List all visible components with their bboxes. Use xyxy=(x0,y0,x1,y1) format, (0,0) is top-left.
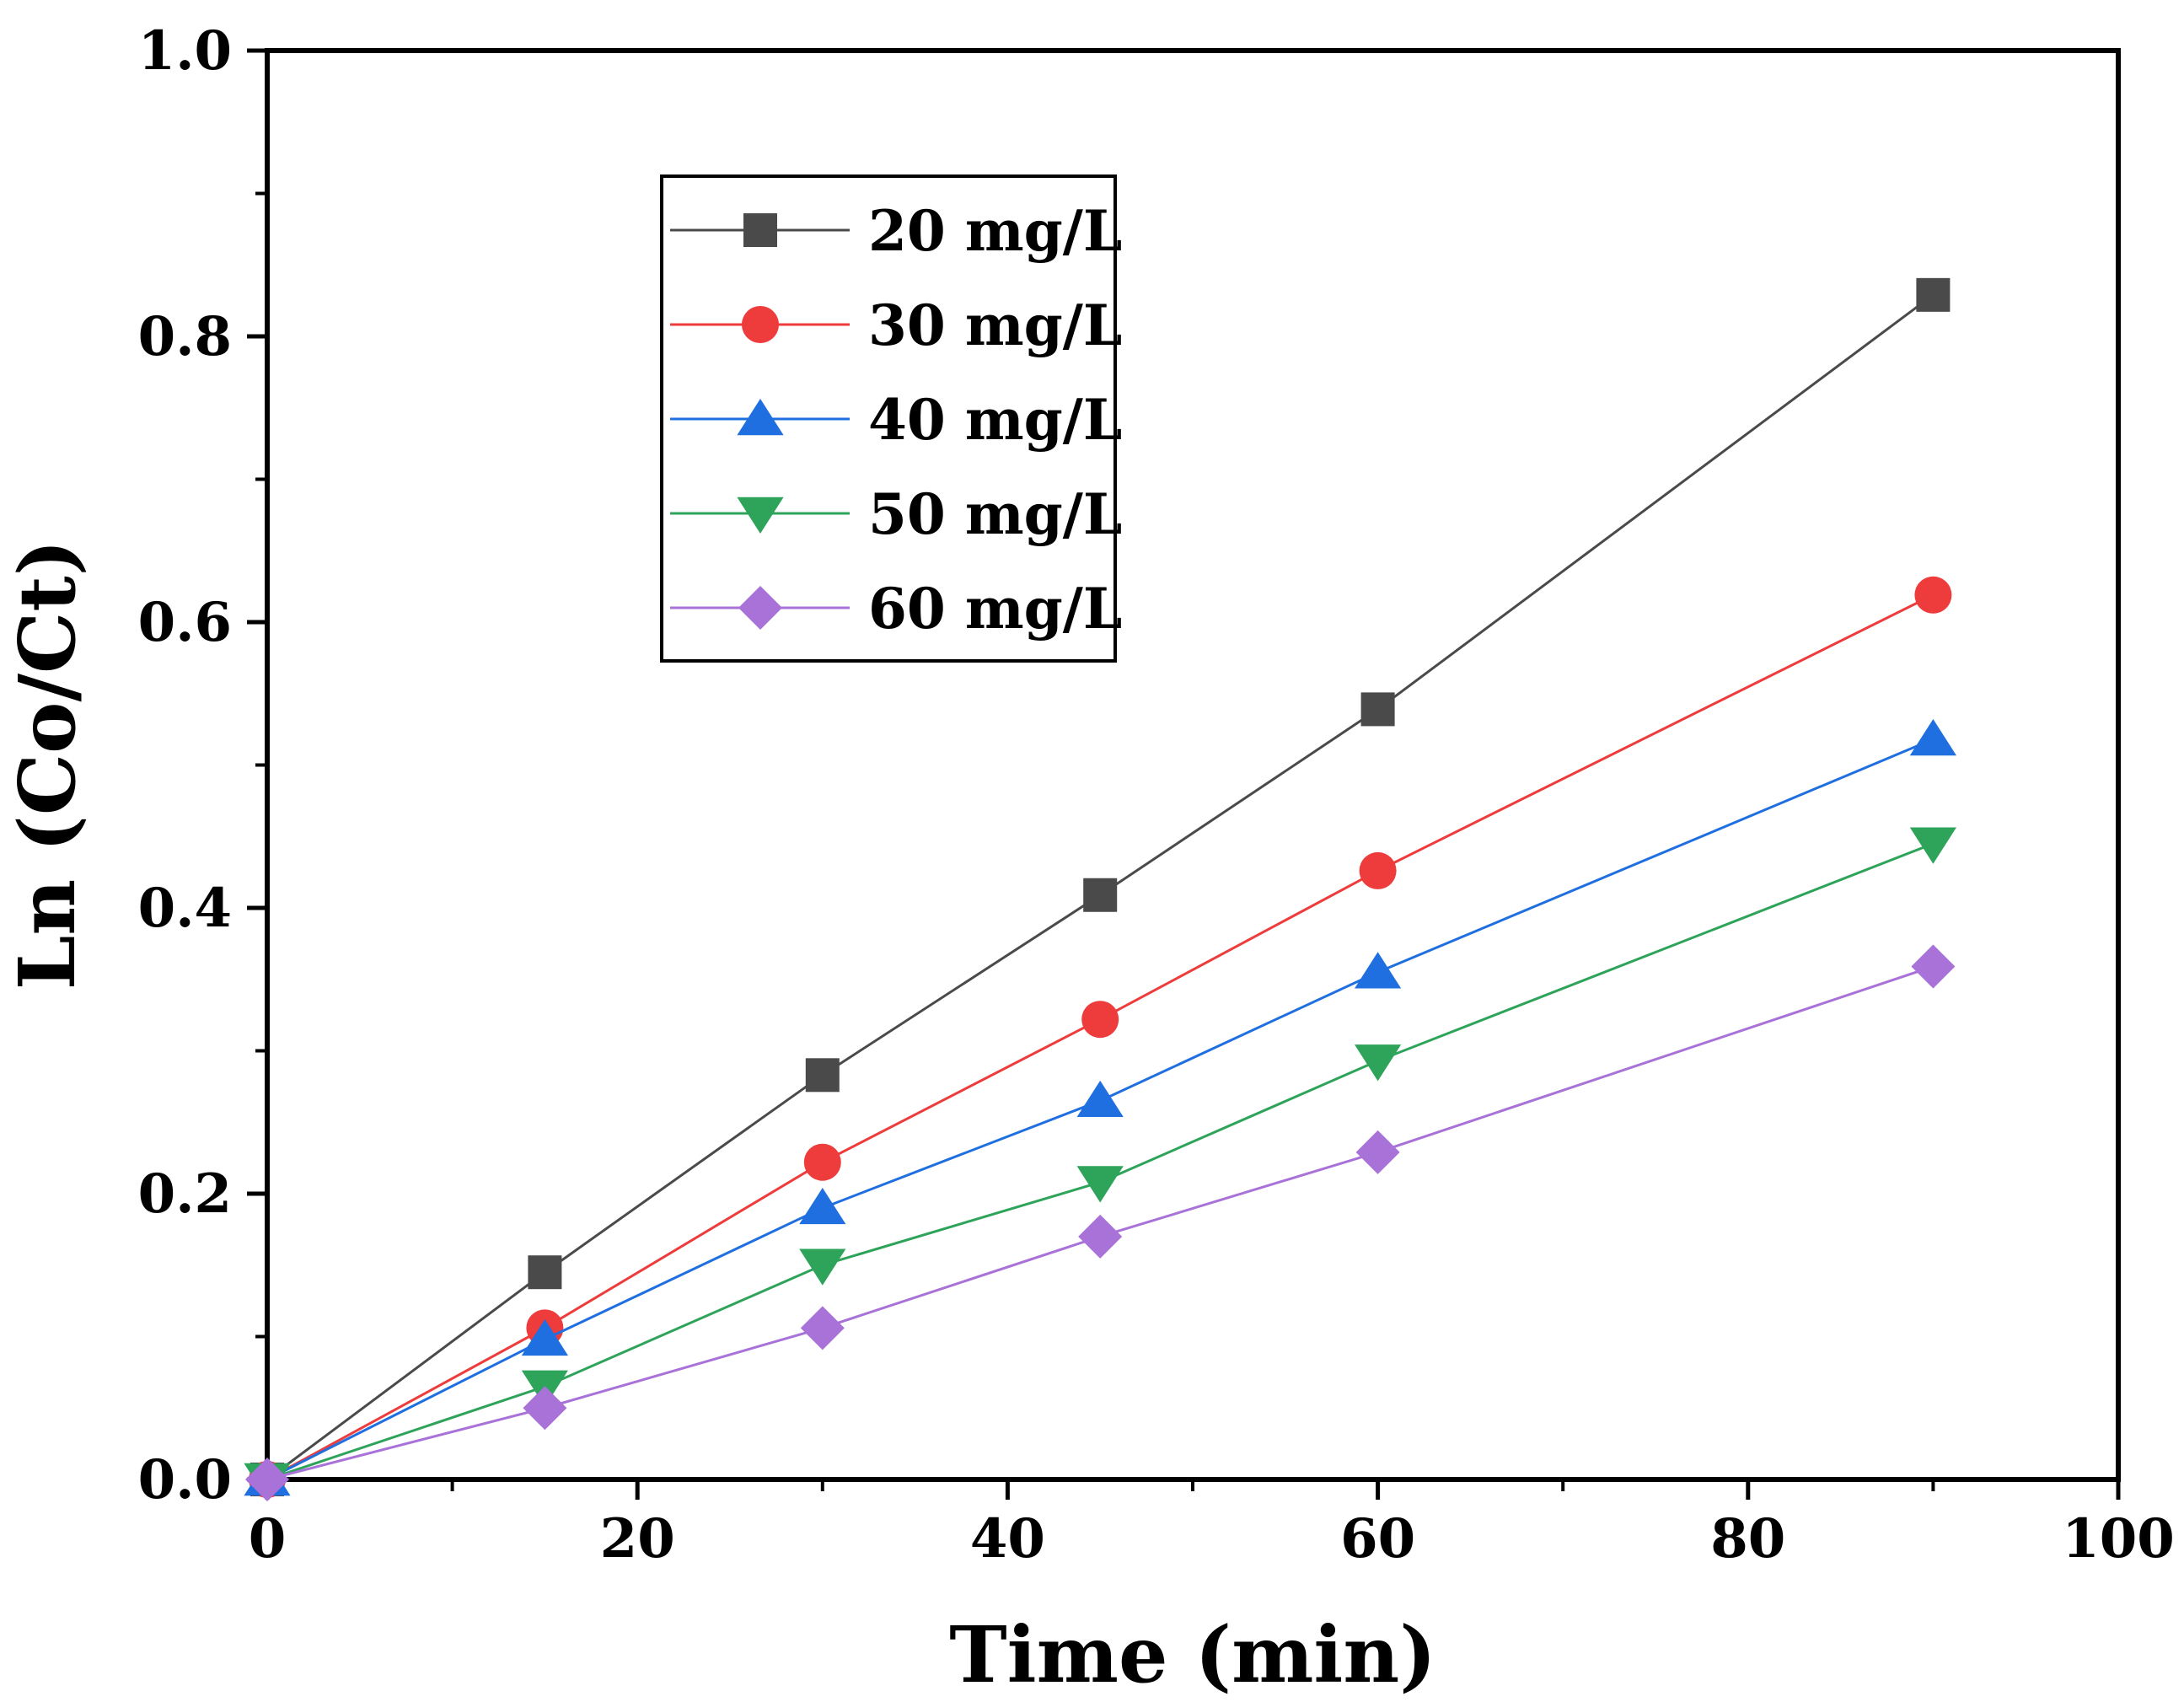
y-tick-label: 0.0 xyxy=(138,1448,232,1511)
series-line xyxy=(266,965,1934,1481)
data-point xyxy=(1076,1080,1124,1118)
legend-item: 50 mg/L xyxy=(670,481,1122,547)
series-line xyxy=(266,842,1934,1481)
data-point xyxy=(799,1248,846,1286)
legend-marker xyxy=(742,306,779,343)
data-point xyxy=(1083,878,1118,912)
data-point xyxy=(1355,952,1402,989)
legend-item: 40 mg/L xyxy=(670,387,1122,453)
legend-label: 50 mg/L xyxy=(868,481,1122,547)
data-point xyxy=(1916,277,1951,312)
series-60-mg-l xyxy=(245,944,1956,1501)
legend-label: 30 mg/L xyxy=(868,293,1122,358)
legend-marker xyxy=(737,497,784,534)
data-point xyxy=(800,1306,845,1350)
data-point xyxy=(799,1187,846,1225)
y-axis-title: Ln (Co/Ct) xyxy=(2,540,93,991)
data-point xyxy=(1911,944,1956,989)
legend-marker xyxy=(743,213,777,247)
legend-label: 40 mg/L xyxy=(868,387,1122,453)
legend-item: 20 mg/L xyxy=(670,198,1122,264)
legend-item: 30 mg/L xyxy=(670,293,1122,358)
data-point xyxy=(1355,1130,1400,1174)
x-tick-label: 80 xyxy=(1710,1507,1785,1570)
y-tick-label: 1.0 xyxy=(138,19,232,83)
data-point xyxy=(521,1318,568,1356)
data-point xyxy=(1909,827,1956,864)
data-point xyxy=(523,1386,567,1431)
data-point xyxy=(528,1255,562,1290)
series-40-mg-l xyxy=(244,718,1956,1496)
legend-marker xyxy=(737,399,784,436)
x-tick-label: 40 xyxy=(970,1507,1045,1570)
legend: 20 mg/L 30 mg/L 40 mg/L 50 mg/L 60 mg/L xyxy=(660,174,1122,663)
data-point xyxy=(1909,718,1956,756)
series-line xyxy=(266,593,1934,1481)
data-point xyxy=(245,1458,289,1501)
data-point xyxy=(1081,1001,1119,1039)
legend-label: 20 mg/L xyxy=(868,198,1122,264)
x-tick-label: 0 xyxy=(249,1507,287,1570)
series-line xyxy=(266,293,1934,1481)
y-tick-label: 0.2 xyxy=(138,1162,232,1226)
legend-marker xyxy=(738,586,782,630)
data-point xyxy=(1914,576,1952,614)
axis-ticks: 0 20 40 60 80 100 0.0 0.2 0.4 0.6 0.8 1.0 xyxy=(138,19,2175,1570)
data-point xyxy=(1359,851,1397,889)
series-50-mg-l xyxy=(244,827,1956,1500)
legend-item: 60 mg/L xyxy=(670,576,1122,642)
x-axis-title: Time (min) xyxy=(949,1609,1436,1700)
x-tick-label: 100 xyxy=(2062,1507,2175,1570)
y-tick-label: 0.4 xyxy=(138,877,232,940)
x-tick-label: 20 xyxy=(600,1507,675,1570)
data-point xyxy=(805,1058,840,1093)
series-line xyxy=(266,738,1934,1481)
legend-label: 60 mg/L xyxy=(868,576,1122,642)
y-tick-label: 0.6 xyxy=(138,591,232,654)
data-point xyxy=(1360,692,1395,727)
data-point xyxy=(1076,1166,1124,1203)
data-point xyxy=(1078,1214,1123,1259)
x-tick-label: 60 xyxy=(1340,1507,1415,1570)
data-point xyxy=(1355,1044,1402,1082)
series-group xyxy=(244,277,1956,1501)
data-point xyxy=(803,1143,841,1181)
y-tick-label: 0.8 xyxy=(138,305,232,368)
